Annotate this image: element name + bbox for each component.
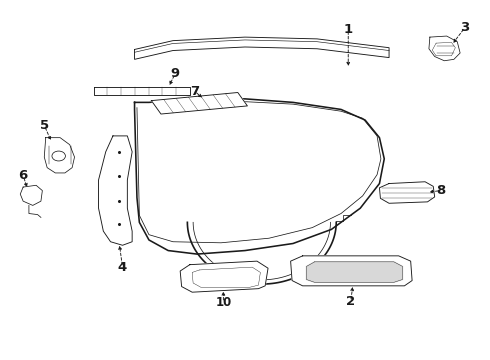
Text: 4: 4 [118,261,127,274]
Text: 2: 2 [346,295,355,308]
Text: 6: 6 [19,169,28,182]
Polygon shape [429,36,460,61]
Polygon shape [135,99,384,254]
Polygon shape [291,256,412,286]
Polygon shape [20,185,42,206]
Text: 10: 10 [215,296,231,309]
Polygon shape [98,136,132,245]
Text: 3: 3 [460,21,469,34]
Polygon shape [94,86,190,95]
Polygon shape [180,261,268,292]
Text: 1: 1 [343,23,353,36]
Circle shape [52,151,65,161]
Polygon shape [306,262,402,282]
Polygon shape [44,138,74,173]
Polygon shape [379,182,435,203]
Text: 8: 8 [436,184,445,197]
Text: 7: 7 [190,85,199,98]
Polygon shape [135,37,389,59]
Text: 5: 5 [40,119,49,132]
Text: 9: 9 [171,67,180,80]
Polygon shape [151,93,247,114]
